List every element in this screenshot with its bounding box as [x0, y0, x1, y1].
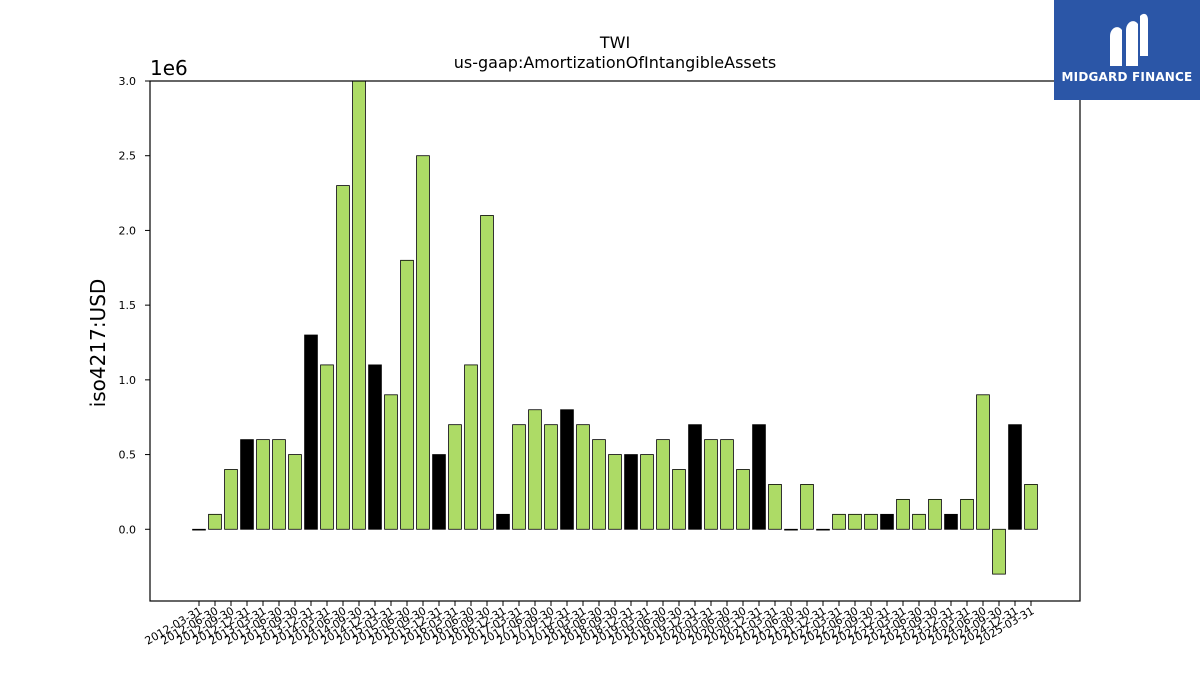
bar-2022-06-30	[848, 513, 862, 530]
logo-mark-icon	[1110, 13, 1148, 66]
bar-2023-06-30	[912, 513, 926, 530]
chart-subtitle: us-gaap:AmortizationOfIntangibleAssets	[454, 53, 776, 72]
bar-2023-12-31	[944, 513, 958, 530]
bar-2018-03-31	[576, 424, 590, 530]
bar-2014-03-31	[320, 364, 334, 530]
bar-2015-03-31	[384, 394, 398, 530]
bar-2019-09-30	[672, 469, 686, 530]
y-tick-label: 1.0	[119, 374, 137, 387]
bar-2012-12-31	[240, 439, 254, 530]
bar-2021-12-31	[816, 528, 830, 531]
bar-2022-09-30	[864, 513, 878, 530]
bars-group	[192, 80, 1038, 575]
y-tick-label: 1.5	[119, 299, 137, 312]
y-tick-label: 0.5	[119, 449, 137, 462]
bar-2022-03-31	[832, 513, 846, 530]
bar-2012-09-30	[224, 469, 238, 530]
bar-2018-12-31	[624, 454, 638, 530]
bar-2024-03-31	[960, 498, 974, 530]
bar-2013-12-31	[304, 334, 318, 530]
y-tick-label: 2.5	[119, 150, 137, 163]
bar-2012-03-31	[192, 528, 206, 531]
bar-2016-12-31	[496, 513, 510, 530]
x-ticks-group: 2012-03-312012-06-302012-09-302012-12-31…	[143, 601, 1037, 648]
bar-2012-06-30	[208, 513, 222, 530]
bar-2016-03-31	[448, 424, 462, 530]
y-axis-offset-label: 1e6	[150, 56, 188, 80]
y-axis-label: iso4217:USD	[86, 279, 110, 408]
bar-2014-09-30	[352, 80, 366, 530]
bar-2014-12-31	[368, 364, 382, 530]
bar-2017-06-30	[528, 409, 542, 530]
bar-2024-09-30	[992, 528, 1006, 575]
bar-2015-09-30	[416, 155, 430, 530]
bar-2021-06-30	[784, 528, 798, 531]
bar-2020-06-30	[720, 439, 734, 530]
brand-logo: MIDGARD FINANCE	[1054, 0, 1200, 100]
bar-2025-03-31	[1024, 484, 1038, 530]
bar-2013-03-31	[256, 439, 270, 530]
bar-2013-09-30	[288, 454, 302, 530]
bar-2015-12-31	[432, 454, 446, 530]
bar-2020-03-31	[704, 439, 718, 530]
bar-2014-06-30	[336, 185, 350, 530]
y-tick-label: 0.0	[119, 523, 137, 536]
bar-2017-03-31	[512, 424, 526, 530]
bar-2015-06-30	[400, 259, 414, 530]
chart-title: TWI	[599, 33, 630, 52]
bar-2020-12-31	[752, 424, 766, 530]
bar-2022-12-31	[880, 513, 894, 530]
bar-2016-06-30	[464, 364, 478, 530]
bar-2020-09-30	[736, 469, 750, 530]
plot-frame	[149, 80, 1081, 602]
bar-2018-06-30	[592, 439, 606, 530]
bar-2021-09-30	[800, 484, 814, 530]
bar-2021-03-31	[768, 484, 782, 530]
bar-2018-09-30	[608, 454, 622, 530]
bar-2016-09-30	[480, 215, 494, 530]
bar-2023-09-30	[928, 498, 942, 530]
logo-text: MIDGARD FINANCE	[1061, 70, 1193, 84]
bar-2019-03-31	[640, 454, 654, 530]
y-tick-label: 2.0	[119, 224, 137, 237]
bar-2024-06-30	[976, 394, 990, 530]
bar-2019-12-31	[688, 424, 702, 530]
bar-2017-09-30	[544, 424, 558, 530]
bar-2017-12-31	[560, 409, 574, 530]
bar-2019-06-30	[656, 439, 670, 530]
y-ticks-group: 0.0 0.5 1.0 1.5 2.0 2.5 3.0	[119, 75, 150, 536]
bar-2023-03-31	[896, 498, 910, 530]
y-tick-label: 3.0	[119, 75, 137, 88]
bar-2024-12-31	[1008, 424, 1022, 530]
bar-2013-06-30	[272, 439, 286, 530]
